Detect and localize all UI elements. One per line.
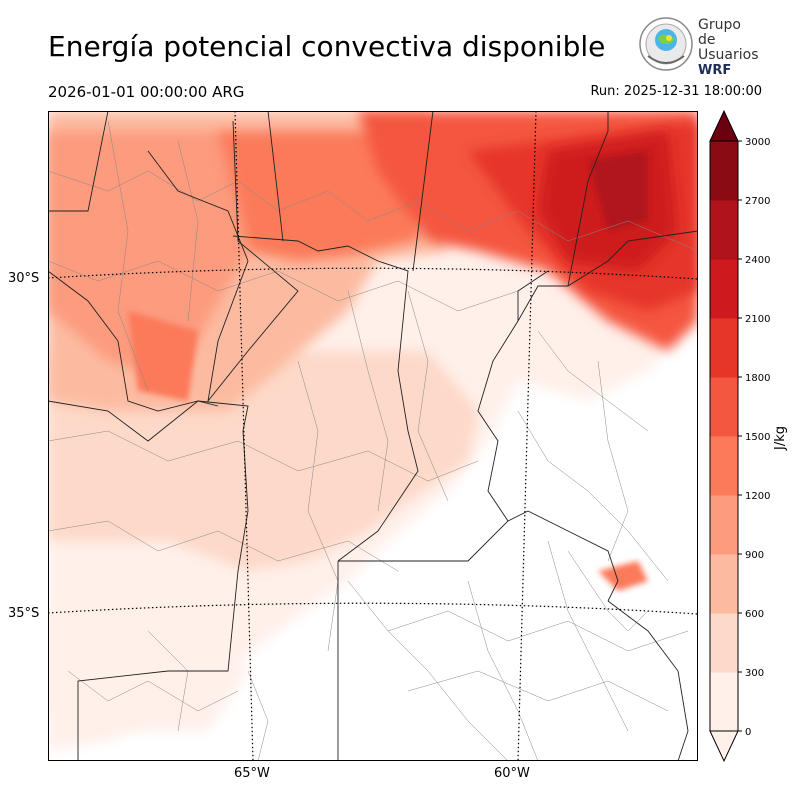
lon-label-60: 60°W [494, 766, 530, 781]
colorbar-tick-label: 1200 [745, 491, 770, 502]
colorbar-band [710, 377, 738, 437]
wrf-logo: Grupo de Usuarios WRF [638, 16, 759, 78]
colorbar-min-extend [709, 730, 739, 763]
wrf-emblem-icon [639, 17, 693, 71]
graticule-lon-65 [234, 111, 254, 761]
map-frame [48, 111, 698, 761]
colorbar-tick-label: 1500 [745, 432, 770, 443]
colorbar-tick-label: 3000 [745, 137, 770, 148]
lat-label-30: 30°S [8, 271, 40, 286]
valid-time: 2026-01-01 00:00:00 ARG [48, 83, 245, 101]
colorbar-tick-label: 2400 [745, 255, 770, 266]
colorbar-band [710, 200, 738, 260]
colorbar-bands [710, 141, 738, 732]
lon-label-65: 65°W [234, 766, 270, 781]
graticule-lat-30 [48, 267, 698, 280]
colorbar: 0 300 600 900 1200 1500 1800 2100 2400 2700 3000 J… [709, 109, 788, 763]
colorbar-band [710, 672, 738, 732]
department-borders [48, 120, 698, 761]
colorbar-band [710, 436, 738, 496]
run-time: Run: 2025-12-31 18:00:00 [590, 84, 762, 99]
colorbar-label: J/kg [773, 426, 788, 451]
colorbar-band [710, 141, 738, 201]
cape-map [48, 111, 698, 761]
logo-line-2: Usuarios [698, 47, 759, 63]
colorbar-band [710, 259, 738, 319]
colorbar-frame [709, 140, 739, 732]
logo-line-1: Grupo de [698, 17, 741, 48]
colorbar-ticks: 0 300 600 900 1200 1500 1800 2100 2400 2700 3000 [738, 137, 770, 738]
graticule-lon-60 [517, 111, 537, 761]
lat-label-35: 35°S [8, 606, 40, 621]
colorbar-tick-label: 900 [745, 550, 764, 561]
colorbar-band [710, 318, 738, 378]
colorbar-band [710, 554, 738, 614]
logo-text: Grupo de Usuarios WRF [698, 17, 759, 79]
map-title: Energía potencial convectiva disponible [48, 30, 606, 63]
graticule-lat-35 [48, 602, 698, 615]
colorbar-tick-label: 2700 [745, 196, 770, 207]
logo-line-3: WRF [698, 63, 732, 78]
graticule [48, 111, 698, 761]
colorbar-band [710, 495, 738, 555]
colorbar-tick-label: 2100 [745, 314, 770, 325]
colorbar-tick-label: 1800 [745, 373, 770, 384]
colorbar-tick-label: 600 [745, 609, 764, 620]
colorbar-max-extend [709, 109, 739, 142]
colorbar-tick-label: 300 [745, 668, 764, 679]
colorbar-band [710, 613, 738, 673]
province-borders [48, 111, 698, 761]
colorbar-tick-label: 0 [745, 727, 751, 738]
